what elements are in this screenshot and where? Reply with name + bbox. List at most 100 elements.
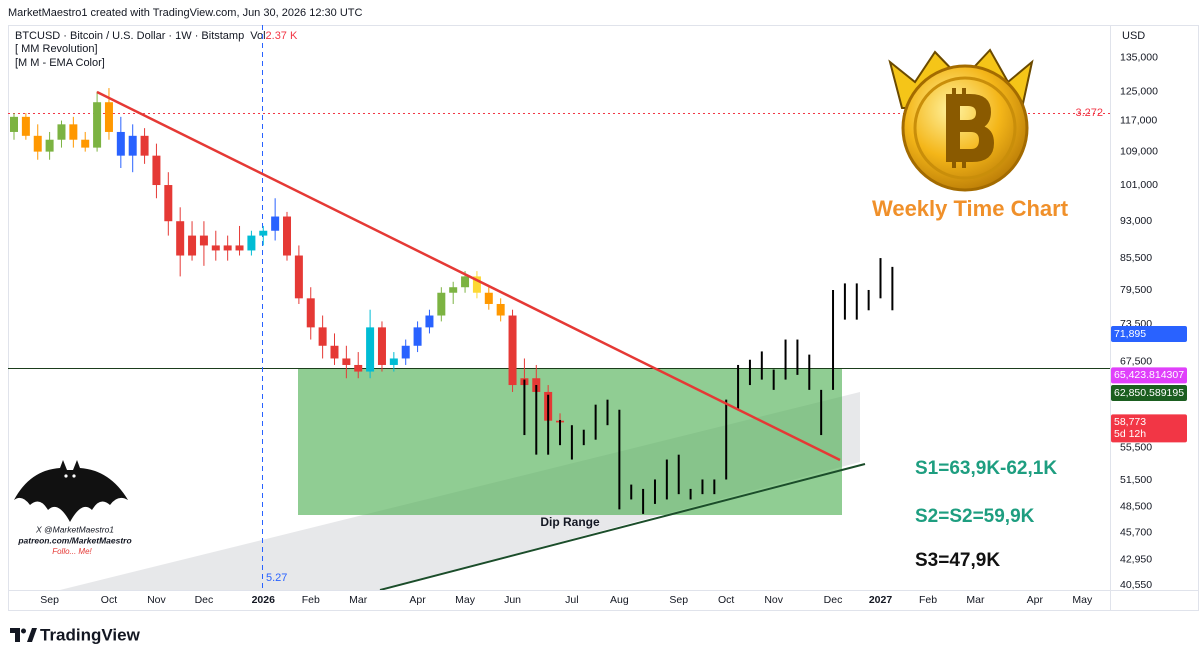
logo-mark	[10, 628, 20, 642]
volume-value: 2.37 K	[266, 30, 298, 42]
candle-body	[93, 102, 102, 148]
candle-body	[10, 116, 18, 132]
candle-body	[484, 292, 493, 304]
x-tick-label: May	[1072, 594, 1093, 606]
price-label: 71,895	[1114, 328, 1146, 340]
y-tick-label: 45,700	[1120, 526, 1152, 538]
candle-body	[389, 358, 398, 365]
x-tick-label: Jun	[504, 594, 521, 606]
candle-body	[306, 298, 315, 328]
candle-body	[461, 276, 470, 288]
candle-body	[425, 315, 434, 328]
fib-label: 3.272	[1075, 107, 1103, 119]
site: patreon.com/MarketMaestro	[17, 535, 131, 545]
x-tick-label: Oct	[101, 594, 117, 606]
price-label: 65,423.814307	[1114, 369, 1184, 381]
y-tick-label: 117,000	[1120, 114, 1157, 126]
candle-body	[342, 358, 351, 365]
watermark: X @MarketMaestro1 patreon.com/MarketMaes…	[14, 460, 132, 556]
candle-body	[413, 327, 422, 346]
y-tick-label: 109,000	[1120, 145, 1158, 157]
axis-unit: USD	[1122, 30, 1145, 42]
symbol: BTCUSD · Bitcoin / U.S. Dollar · 1W · Bi…	[15, 30, 244, 42]
bitcoin-logo	[888, 48, 1034, 192]
support-label: S3=47,9K	[915, 550, 1000, 571]
y-tick-label: 67,500	[1120, 355, 1152, 367]
support-trendline	[379, 463, 866, 590]
candle-body	[271, 216, 280, 231]
candle-body	[21, 116, 30, 136]
headline: Weekly Time Chart	[872, 196, 1069, 221]
candle-body	[69, 124, 78, 140]
pane	[8, 25, 1110, 590]
x-tick-label: Jul	[565, 594, 578, 606]
x-tick-label: Nov	[147, 594, 166, 606]
y-tick-label: 85,500	[1120, 252, 1152, 264]
candle-body	[330, 345, 339, 359]
candle-body	[33, 135, 42, 152]
x-tick-label: Apr	[1027, 594, 1044, 606]
y-tick-label: 135,000	[1120, 52, 1158, 64]
candle-body	[294, 255, 303, 299]
bat-eye	[72, 474, 76, 478]
y-tick-label: 48,500	[1120, 500, 1152, 512]
candle-body	[104, 102, 113, 132]
x-tick-label: May	[455, 594, 476, 606]
candle-body	[223, 245, 232, 251]
price-label-box	[1111, 367, 1187, 384]
y-tick-label: 51,500	[1120, 474, 1152, 486]
candle-body	[437, 292, 446, 316]
candle-body	[401, 345, 410, 359]
header: MarketMaestro1 created with TradingView.…	[8, 7, 362, 19]
candle-body	[508, 315, 517, 386]
x-tick-label: Dec	[195, 594, 214, 606]
candle-body	[377, 327, 386, 365]
candle-body	[116, 131, 125, 156]
x-tick-label: Apr	[409, 594, 426, 606]
footer: TradingView	[40, 625, 141, 644]
x-tick-label: Aug	[610, 594, 629, 606]
x-tick-label: Mar	[966, 594, 985, 606]
price-label-box	[1111, 384, 1187, 401]
x-tick-label: Sep	[669, 594, 688, 606]
logo-mark	[21, 628, 26, 634]
x-tick-label: Dec	[824, 594, 843, 606]
price-label: 62,850.589195	[1114, 387, 1184, 399]
candle-body	[199, 235, 208, 246]
candle-body	[354, 364, 363, 372]
candle-body	[247, 235, 256, 251]
handle: X @MarketMaestro1	[35, 524, 114, 534]
volume-label: Vol	[250, 30, 265, 42]
candle-body	[211, 245, 220, 251]
bat-eye	[64, 474, 68, 478]
candle-body	[366, 327, 375, 372]
candle-body	[235, 245, 244, 251]
x-tick-label: 2027	[869, 594, 893, 606]
candle-body	[45, 139, 54, 152]
candle-body	[472, 276, 481, 293]
candle-body	[164, 185, 173, 222]
footer-logo: TradingView	[10, 625, 141, 644]
x-tick-label: Feb	[919, 594, 937, 606]
price-label-countdown: 5d 12h	[1114, 428, 1146, 440]
indicator: [M M - EMA Color]	[15, 57, 105, 69]
candle-body	[128, 135, 137, 156]
candle-body	[176, 221, 185, 256]
support-label: S1=63,9K-62,1K	[915, 458, 1057, 479]
time-marker-label: 5.27	[266, 572, 287, 584]
support-label: S2=S2=59,9K	[915, 506, 1035, 527]
y-tick-label: 79,500	[1120, 284, 1152, 296]
logo-mark	[27, 628, 37, 642]
y-tick-label: 125,000	[1120, 85, 1158, 97]
y-tick-label: 40,550	[1120, 579, 1152, 591]
candle-body	[188, 235, 197, 256]
x-tick-label: Sep	[40, 594, 59, 606]
y-tick-label: 101,000	[1120, 179, 1158, 191]
frame	[8, 25, 1199, 611]
y-tick-label: 42,950	[1120, 554, 1152, 566]
candle-body	[81, 139, 90, 148]
x-tick-label: Feb	[302, 594, 320, 606]
candle-body	[259, 230, 268, 236]
